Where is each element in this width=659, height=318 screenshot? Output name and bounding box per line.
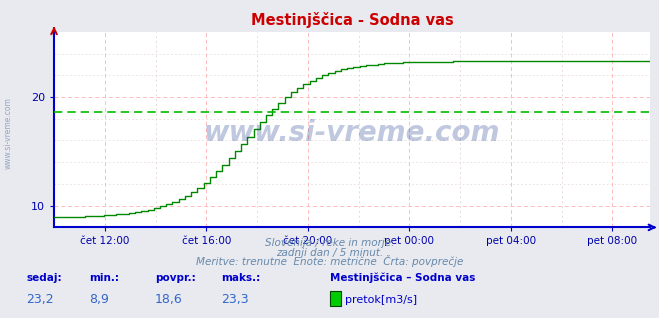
- Text: Meritve: trenutne  Enote: metrične  Črta: povprečje: Meritve: trenutne Enote: metrične Črta: …: [196, 255, 463, 267]
- Title: Mestinjščica - Sodna vas: Mestinjščica - Sodna vas: [251, 12, 453, 28]
- Text: maks.:: maks.:: [221, 273, 260, 283]
- Text: zadnji dan / 5 minut.: zadnji dan / 5 minut.: [276, 248, 383, 258]
- Text: povpr.:: povpr.:: [155, 273, 196, 283]
- Text: Mestinjščica – Sodna vas: Mestinjščica – Sodna vas: [330, 273, 475, 283]
- Text: 8,9: 8,9: [89, 293, 109, 306]
- Text: sedaj:: sedaj:: [26, 273, 62, 283]
- Text: 23,2: 23,2: [26, 293, 54, 306]
- Text: www.si-vreme.com: www.si-vreme.com: [3, 98, 13, 169]
- Text: www.si-vreme.com: www.si-vreme.com: [204, 120, 500, 148]
- Text: 18,6: 18,6: [155, 293, 183, 306]
- Text: pretok[m3/s]: pretok[m3/s]: [345, 295, 416, 305]
- Text: 23,3: 23,3: [221, 293, 248, 306]
- Text: min.:: min.:: [89, 273, 119, 283]
- Text: Slovenija / reke in morje.: Slovenija / reke in morje.: [265, 238, 394, 248]
